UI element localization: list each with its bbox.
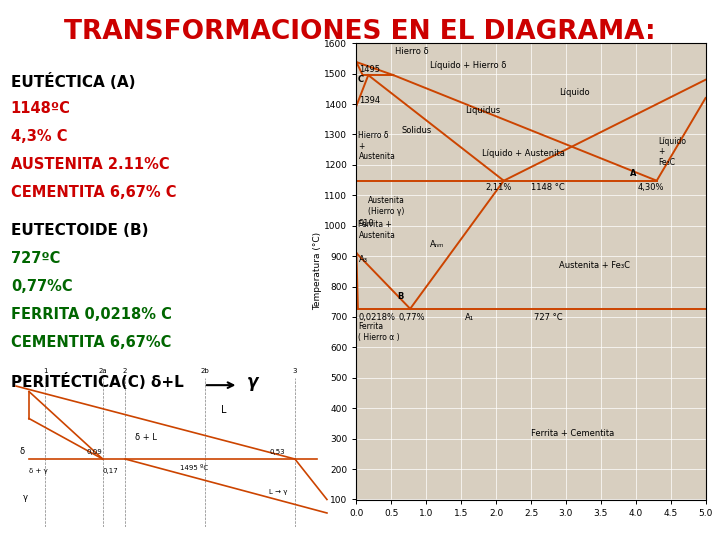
- Text: L → γ: L → γ: [269, 489, 288, 495]
- Text: Líquido + Hierro δ: Líquido + Hierro δ: [430, 60, 506, 70]
- Text: EUTECTOIDE (B): EUTECTOIDE (B): [11, 223, 148, 238]
- Text: δ + γ: δ + γ: [29, 468, 48, 474]
- Text: Austenita + Fe₃C: Austenita + Fe₃C: [559, 261, 630, 271]
- Text: 2,11%: 2,11%: [485, 183, 512, 192]
- Text: CEMENTITA 6,67%C: CEMENTITA 6,67%C: [11, 335, 171, 350]
- Text: ( Hierro α ): ( Hierro α ): [359, 333, 400, 342]
- Text: 0,53: 0,53: [269, 449, 285, 455]
- Text: 1495: 1495: [359, 65, 380, 74]
- Text: 1148ºC: 1148ºC: [11, 101, 71, 116]
- Text: γ: γ: [22, 492, 27, 502]
- Text: Ferrita + Cementita: Ferrita + Cementita: [531, 429, 614, 437]
- Text: 1394: 1394: [359, 96, 380, 105]
- Text: Líquido + Austenita: Líquido + Austenita: [482, 148, 565, 158]
- Text: 0,0218%: 0,0218%: [359, 313, 395, 322]
- Text: 1495 ºC: 1495 ºC: [179, 465, 207, 471]
- Text: 1: 1: [42, 368, 48, 374]
- Text: Líquido: Líquido: [559, 88, 590, 97]
- Text: Hierro δ
+
Austenita: Hierro δ + Austenita: [359, 131, 395, 161]
- Text: 3: 3: [292, 368, 297, 374]
- Text: FERRITA 0,0218% C: FERRITA 0,0218% C: [11, 307, 171, 322]
- Text: Aₙₘ: Aₙₘ: [430, 240, 444, 249]
- Text: A₁: A₁: [464, 313, 474, 322]
- Text: Liquidus: Liquidus: [464, 106, 500, 115]
- Text: 2: 2: [123, 368, 127, 374]
- Text: δ: δ: [19, 447, 24, 456]
- Text: C: C: [358, 75, 364, 84]
- Text: 2b: 2b: [201, 368, 210, 374]
- Text: CEMENTITA 6,67% C: CEMENTITA 6,67% C: [11, 185, 176, 200]
- Y-axis label: Temperatura (°C): Temperatura (°C): [312, 232, 322, 310]
- Text: A₃: A₃: [359, 255, 367, 264]
- Text: Ferrita: Ferrita: [359, 322, 384, 331]
- Text: A: A: [630, 168, 636, 178]
- Text: 0,09: 0,09: [86, 449, 102, 455]
- Text: Austenita
(Hierro γ): Austenita (Hierro γ): [368, 196, 405, 215]
- Text: TRANSFORMACIONES EN EL DIAGRAMA:: TRANSFORMACIONES EN EL DIAGRAMA:: [64, 19, 656, 45]
- Text: 727 °C: 727 °C: [534, 313, 563, 322]
- Text: 1148 °C: 1148 °C: [531, 183, 564, 192]
- Text: Líquido
+
Fe₃C: Líquido + Fe₃C: [658, 137, 686, 167]
- Text: 2a: 2a: [99, 368, 107, 374]
- Text: PERITÉCTICA(C) δ+L: PERITÉCTICA(C) δ+L: [11, 373, 184, 390]
- Text: 910: 910: [359, 219, 374, 228]
- Text: 0,77%: 0,77%: [398, 313, 425, 322]
- Text: 4,30%: 4,30%: [637, 183, 664, 192]
- Text: 727ºC: 727ºC: [11, 251, 60, 266]
- Text: Ferrita +
Austenita: Ferrita + Austenita: [359, 220, 395, 240]
- Text: B: B: [397, 292, 403, 301]
- Text: 4,3% C: 4,3% C: [11, 129, 67, 144]
- Text: L: L: [221, 405, 227, 415]
- Text: EUTÉCTICA (A): EUTÉCTICA (A): [11, 73, 135, 90]
- Text: AUSTENITA 2.11%C: AUSTENITA 2.11%C: [11, 157, 169, 172]
- Text: Hierro δ: Hierro δ: [395, 47, 428, 56]
- Text: γ: γ: [247, 373, 258, 392]
- Text: δ + L: δ + L: [135, 433, 156, 442]
- Text: 0,77%C: 0,77%C: [11, 279, 73, 294]
- Text: 0,17: 0,17: [103, 468, 118, 474]
- Text: Solidus: Solidus: [402, 126, 432, 135]
